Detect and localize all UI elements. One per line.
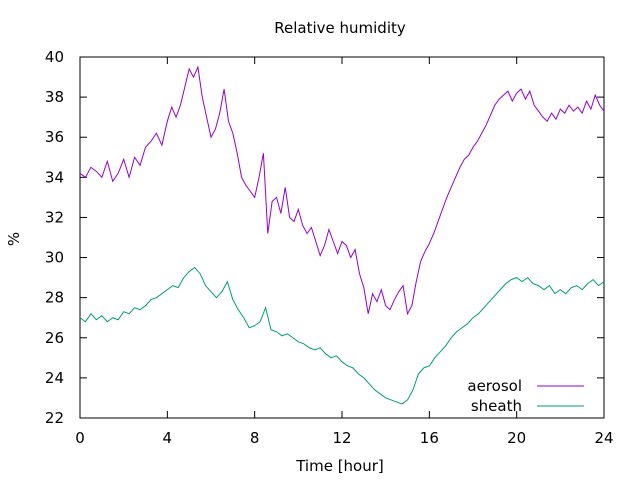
series-layer — [79, 65, 605, 405]
x-axis: 0 4 8 12 16 20 24 — [75, 57, 614, 447]
y-tick-label: 40 — [45, 48, 64, 66]
y-tick-label: 22 — [45, 409, 64, 427]
y-tick-label: 36 — [45, 128, 64, 146]
legend-label-aerosol: aerosol — [467, 377, 522, 395]
x-axis-label: Time [hour] — [295, 457, 384, 475]
series-line-aerosol — [79, 65, 605, 316]
y-axis: 22 24 26 28 30 32 34 36 38 40 — [45, 48, 604, 427]
chart-title: Relative humidity — [274, 19, 406, 37]
y-axis-label: % — [5, 232, 23, 246]
y-tick-label: 34 — [45, 168, 64, 186]
x-tick-label: 4 — [163, 429, 173, 447]
legend: aerosol sheath — [467, 377, 584, 415]
y-tick-label: 38 — [45, 88, 64, 106]
legend-label-sheath: sheath — [471, 397, 522, 415]
y-tick-label: 28 — [45, 289, 64, 307]
y-tick-label: 24 — [45, 369, 64, 387]
x-tick-label: 8 — [250, 429, 260, 447]
x-tick-label: 12 — [332, 429, 351, 447]
x-tick-label: 20 — [507, 429, 526, 447]
x-tick-label: 24 — [594, 429, 613, 447]
x-tick-label: 0 — [75, 429, 85, 447]
plot-area-border — [79, 56, 605, 419]
y-tick-label: 30 — [45, 249, 64, 267]
series-line-sheath — [79, 266, 605, 405]
y-tick-label: 26 — [45, 329, 64, 347]
y-tick-label: 32 — [45, 208, 64, 226]
x-tick-label: 16 — [420, 429, 439, 447]
